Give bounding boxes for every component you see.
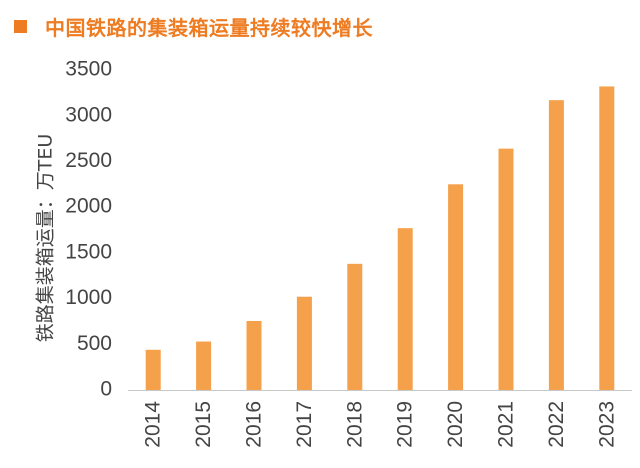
- y-tick-label: 500: [77, 332, 112, 355]
- bar-2022: [548, 100, 564, 391]
- bar-2019: [397, 228, 413, 390]
- y-tick-label: 2500: [65, 149, 112, 172]
- x-tick-label: 2016: [243, 401, 266, 448]
- y-axis-label: 铁路集装箱运量：万TEU: [35, 134, 57, 343]
- chart-title: 中国铁路的集装箱运量持续较快增长: [45, 15, 373, 40]
- y-tick-label: 2000: [65, 195, 112, 218]
- bar-2021: [498, 148, 514, 390]
- x-tick-label: 2023: [595, 401, 618, 448]
- y-tick-label: 3000: [65, 103, 112, 126]
- bar-2018: [347, 263, 363, 390]
- y-tick-label: 1500: [65, 240, 112, 263]
- chart-title-row: 中国铁路的集装箱运量持续较快增长: [14, 11, 373, 41]
- bars: [145, 86, 615, 391]
- y-axis-ticks: 0 500 1000 1500 2000 2500 3000 3500: [65, 58, 112, 401]
- x-tick-label: 2020: [444, 401, 467, 448]
- x-axis-ticks: 2014 2015 2016 2017 2018 2019 2020 2021 2022 2023: [142, 401, 619, 448]
- x-tick-label: 2018: [343, 401, 366, 448]
- title-bullet-icon: [14, 19, 27, 33]
- x-tick-label: 2022: [545, 401, 568, 448]
- x-tick-label: 2021: [495, 401, 518, 448]
- x-tick-label: 2017: [293, 401, 316, 448]
- x-tick-label: 2014: [142, 401, 165, 448]
- y-tick-label: 0: [100, 378, 112, 401]
- x-tick-label: 2015: [192, 401, 215, 448]
- y-tick-label: 1000: [65, 286, 112, 309]
- bar-2015: [196, 341, 212, 390]
- bar-2016: [246, 320, 262, 390]
- bar-2014: [145, 349, 161, 390]
- bar-2023: [599, 86, 615, 390]
- bar-2017: [296, 296, 312, 390]
- bar-2020: [448, 184, 464, 390]
- y-tick-label: 3500: [65, 58, 112, 81]
- x-tick-label: 2019: [394, 401, 417, 448]
